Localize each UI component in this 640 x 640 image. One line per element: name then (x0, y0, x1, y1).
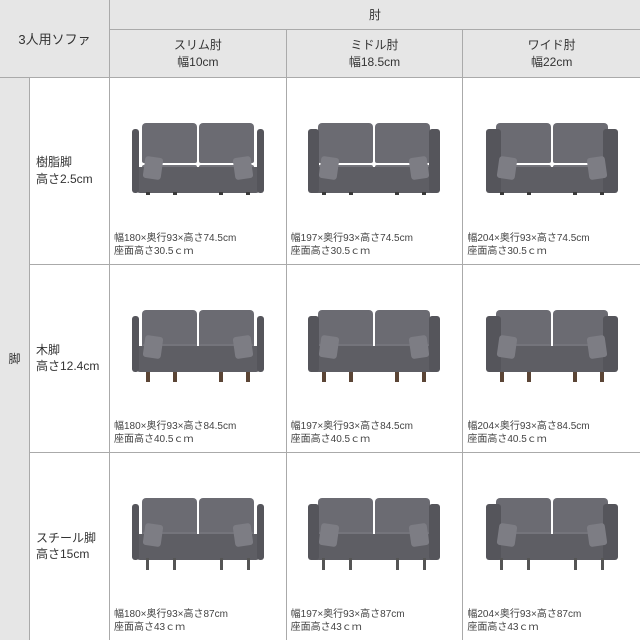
dimensions: 幅197×奥行93×高さ74.5cm座面高さ30.5ｃｍ (291, 232, 459, 258)
corner-label: 3人用ソファ (0, 0, 110, 78)
table-cell: 幅180×奥行93×高さ84.5cm座面高さ40.5ｃｍ (110, 265, 287, 452)
row-spec: 高さ15cm (36, 546, 103, 563)
dimensions: 幅204×奥行93×高さ74.5cm座面高さ30.5ｃｍ (467, 232, 636, 258)
sofa-icon (467, 84, 636, 228)
col-name: ミドル肘 (350, 37, 398, 54)
table-cell: 幅204×奥行93×高さ84.5cm座面高さ40.5ｃｍ (463, 265, 640, 452)
row-name: 樹脂脚 (36, 154, 103, 171)
table-cell: 幅197×奥行93×高さ84.5cm座面高さ40.5ｃｍ (287, 265, 464, 452)
col-name: ワイド肘 (528, 37, 576, 54)
dimensions: 幅197×奥行93×高さ84.5cm座面高さ40.5ｃｍ (291, 420, 459, 446)
col-spec: 幅22cm (531, 54, 572, 71)
dimensions: 幅204×奥行93×高さ84.5cm座面高さ40.5ｃｍ (467, 420, 636, 446)
table-cell: 幅180×奥行93×高さ74.5cm座面高さ30.5ｃｍ (110, 78, 287, 265)
table-cell: 幅180×奥行93×高さ87cm座面高さ43ｃｍ (110, 453, 287, 640)
col-name: スリム肘 (174, 37, 222, 54)
table-cell: 幅204×奥行93×高さ74.5cm座面高さ30.5ｃｍ (463, 78, 640, 265)
sofa-icon (291, 271, 459, 415)
row-name: 木脚 (36, 342, 103, 359)
col-spec: 幅18.5cm (349, 54, 400, 71)
row-header-resin: 樹脂脚 高さ2.5cm (30, 78, 110, 265)
row-group-header: 脚 (0, 78, 30, 640)
sofa-icon (114, 84, 282, 228)
sofa-size-table: 3人用ソファ 肘 スリム肘 幅10cm ミドル肘 幅18.5cm ワイド肘 幅2… (0, 0, 640, 640)
table-cell: 幅197×奥行93×高さ87cm座面高さ43ｃｍ (287, 453, 464, 640)
col-spec: 幅10cm (177, 54, 218, 71)
dimensions: 幅204×奥行93×高さ87cm座面高さ43ｃｍ (467, 608, 636, 634)
row-header-wood: 木脚 高さ12.4cm (30, 265, 110, 452)
col-header-slim: スリム肘 幅10cm (110, 30, 287, 78)
row-spec: 高さ12.4cm (36, 358, 103, 375)
col-header-mid: ミドル肘 幅18.5cm (287, 30, 464, 78)
table-cell: 幅197×奥行93×高さ74.5cm座面高さ30.5ｃｍ (287, 78, 464, 265)
sofa-icon (291, 84, 459, 228)
sofa-icon (467, 459, 636, 604)
table-cell: 幅204×奥行93×高さ87cm座面高さ43ｃｍ (463, 453, 640, 640)
dimensions: 幅180×奥行93×高さ84.5cm座面高さ40.5ｃｍ (114, 420, 282, 446)
dimensions: 幅180×奥行93×高さ87cm座面高さ43ｃｍ (114, 608, 282, 634)
sofa-icon (467, 271, 636, 415)
row-spec: 高さ2.5cm (36, 171, 103, 188)
col-header-wide: ワイド肘 幅22cm (463, 30, 640, 78)
sofa-icon (114, 459, 282, 604)
column-group-header: 肘 (110, 0, 640, 30)
row-header-steel: スチール脚 高さ15cm (30, 453, 110, 640)
dimensions: 幅180×奥行93×高さ74.5cm座面高さ30.5ｃｍ (114, 232, 282, 258)
dimensions: 幅197×奥行93×高さ87cm座面高さ43ｃｍ (291, 608, 459, 634)
row-name: スチール脚 (36, 530, 103, 547)
sofa-icon (291, 459, 459, 604)
sofa-icon (114, 271, 282, 415)
